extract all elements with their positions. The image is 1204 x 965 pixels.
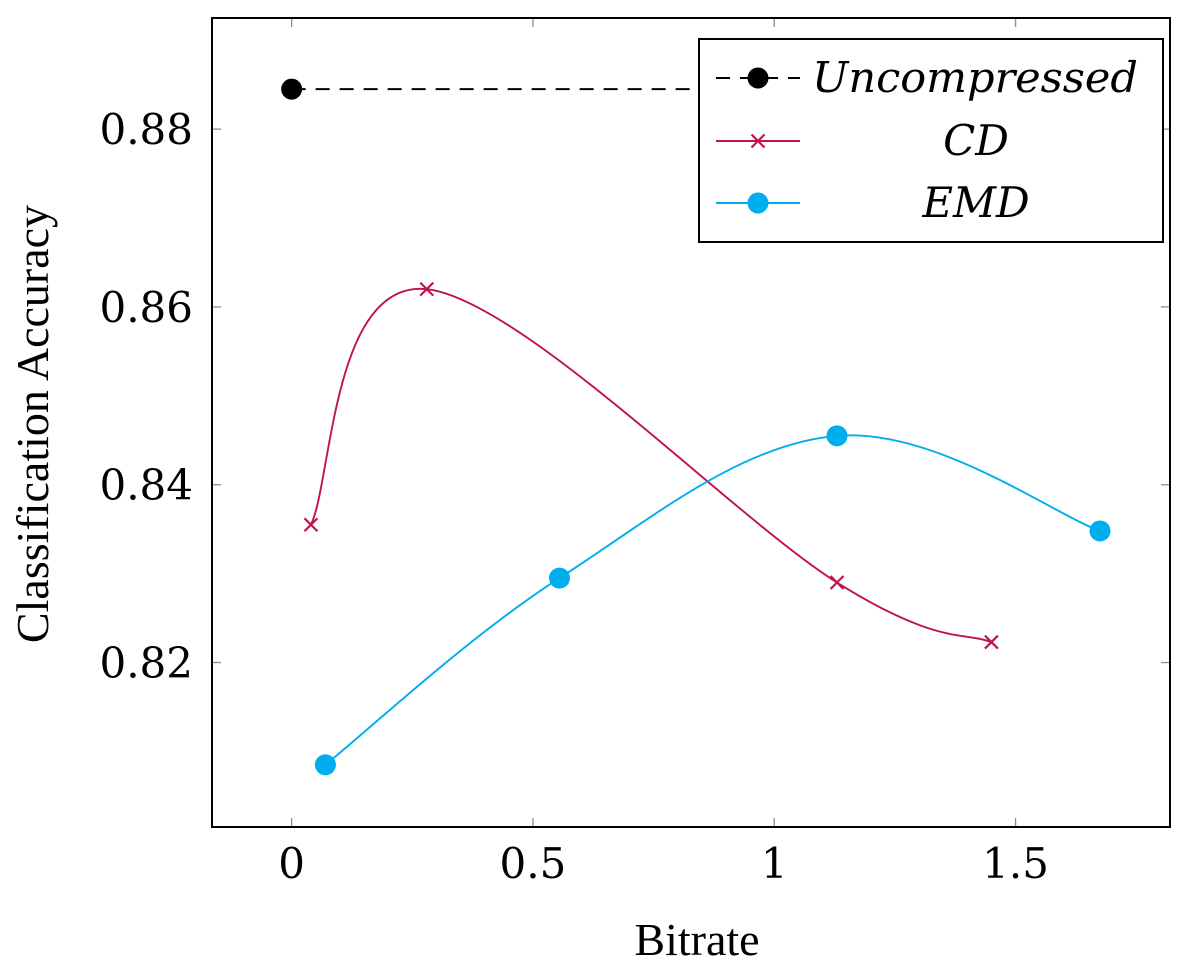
x-tick-label: 1: [761, 839, 788, 888]
marker-layer: [281, 78, 1111, 776]
x-tick-label: 1.5: [982, 839, 1049, 888]
cd-data-point-stroke-b: [984, 634, 999, 650]
uncompressed-data-point: [281, 78, 303, 100]
y-tick-label: 0.82: [99, 639, 193, 688]
x-tick-label: 0.5: [500, 839, 567, 888]
emd-data-point: [1089, 520, 1111, 542]
y-axis-label: Classification Accuracy: [7, 205, 58, 643]
emd-series-line: [324, 434, 1101, 766]
emd-data-point: [548, 567, 570, 589]
axis-ticks: [212, 18, 1170, 827]
legend-marker-cd: [750, 133, 766, 149]
x-axis-label: Bitrate: [634, 914, 759, 965]
legend-label-cd: CD: [943, 116, 1009, 165]
y-tick-label: 0.84: [99, 461, 193, 510]
emd-data-point: [314, 754, 336, 776]
cd-data-point-stroke-b: [303, 517, 319, 533]
y-tick-label: 0.86: [99, 283, 193, 332]
cd-data-point: [303, 517, 319, 533]
tick-labels: 0 0.5 1 1.5 0.82 0.84 0.86 0.88: [99, 105, 1048, 888]
legend-marker-emd: [747, 192, 769, 214]
legend-marker-uncompressed: [747, 67, 769, 89]
legend-label-uncompressed: Uncompressed: [812, 53, 1138, 102]
cd-data-point: [984, 634, 999, 650]
emd-data-point: [826, 425, 848, 447]
y-tick-label: 0.88: [99, 105, 193, 154]
x-tick-label: 0: [278, 839, 305, 888]
cd-data-point: [419, 281, 435, 297]
plot-frame: [211, 17, 1171, 828]
legend-entries: Uncompressed CD EMD: [716, 53, 1138, 227]
legend-label-emd: EMD: [921, 178, 1029, 227]
cd-data-point: [829, 575, 845, 590]
cd-series-line: [310, 288, 992, 643]
legend: Uncompressed CD EMD: [698, 38, 1164, 243]
legend-marker-cd-stroke-b: [750, 133, 766, 149]
cd-data-point-stroke-b: [829, 575, 845, 590]
cd-data-point-stroke-b: [419, 281, 435, 297]
